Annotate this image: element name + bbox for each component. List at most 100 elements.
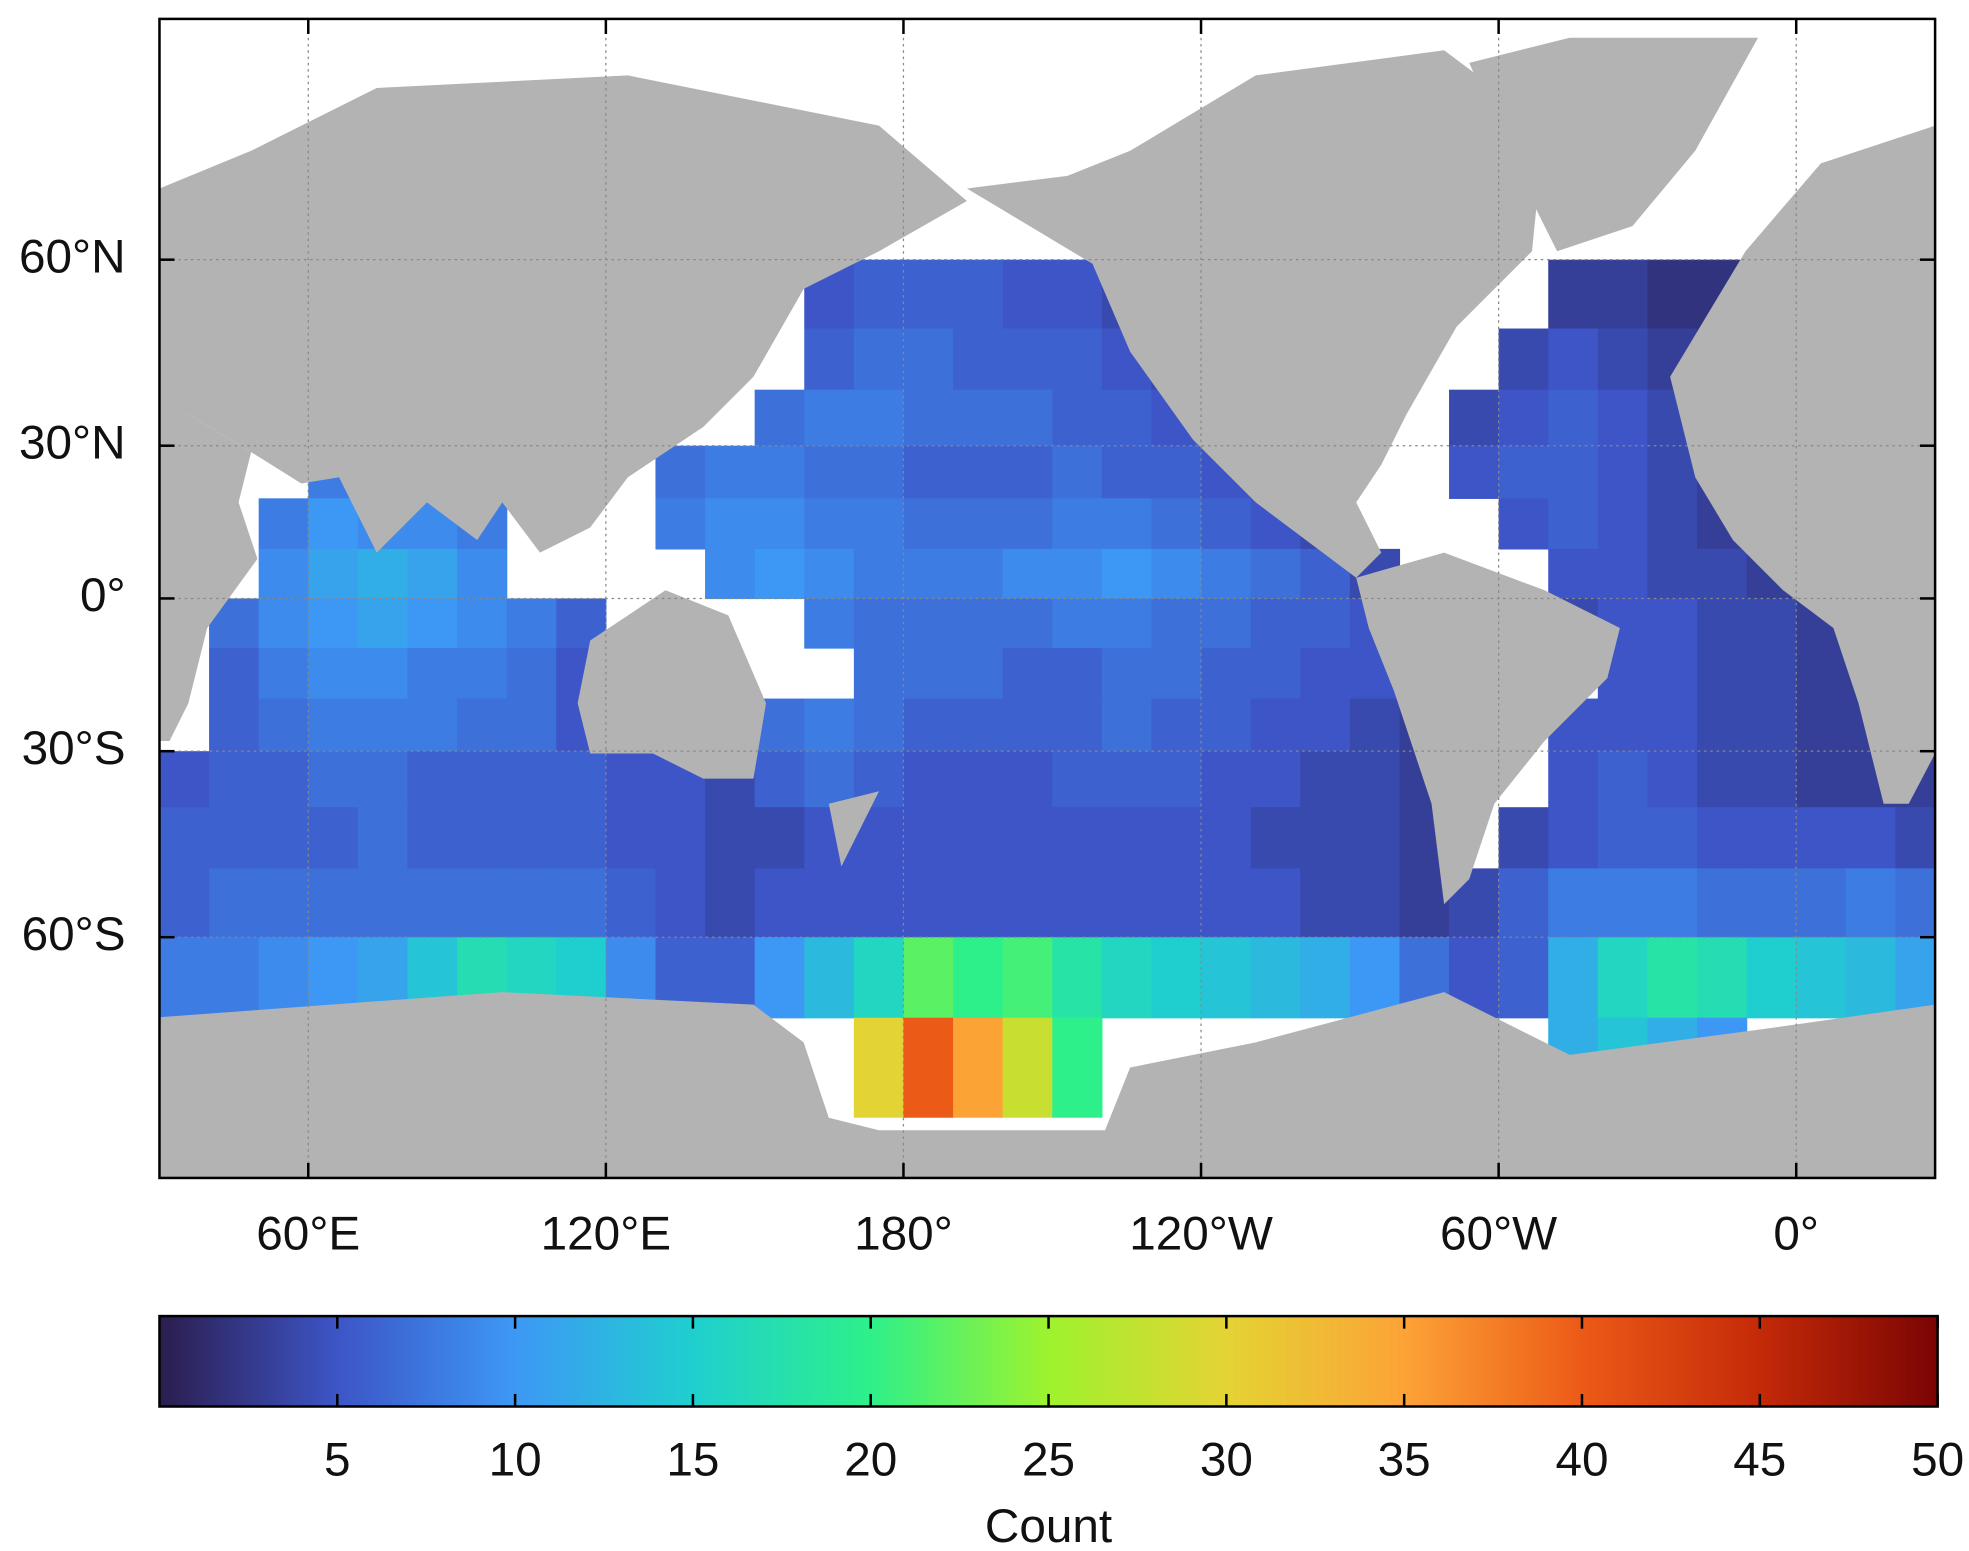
heatmap-cell <box>1250 598 1301 649</box>
heatmap-cell <box>804 598 855 649</box>
heatmap-cell <box>1647 445 1698 499</box>
heatmap-cell <box>159 807 210 869</box>
heatmap-cell <box>308 548 359 600</box>
heatmap-cell <box>1201 868 1252 938</box>
heatmap-cell <box>1201 498 1252 550</box>
heatmap-cell <box>1498 807 1549 869</box>
heatmap-cell <box>1002 598 1053 649</box>
heatmap-cell <box>1349 751 1401 808</box>
y-tick-label: 60°N <box>19 230 126 283</box>
heatmap-cell <box>1796 698 1847 752</box>
australia <box>577 590 767 779</box>
heatmap-cell <box>1597 937 1649 1019</box>
heatmap-cell <box>1002 751 1053 808</box>
heatmap-cell <box>853 498 905 550</box>
heatmap-cell <box>1052 751 1103 808</box>
heatmap-cell <box>1250 751 1301 808</box>
heatmap-cell <box>1052 259 1103 330</box>
heatmap-cell <box>1597 698 1649 752</box>
heatmap-cell <box>1746 598 1797 649</box>
heatmap-cell <box>1895 807 1936 869</box>
heatmap-cell <box>1151 548 1202 600</box>
heatmap-cell <box>1250 868 1301 938</box>
heatmap-cell <box>1151 698 1202 752</box>
heatmap-cell <box>1151 598 1202 649</box>
colorbar-tick-label: 30 <box>1200 1434 1253 1487</box>
heatmap-cell <box>705 548 756 600</box>
heatmap-cell <box>1201 548 1252 600</box>
heatmap-cell <box>1597 807 1649 869</box>
heatmap-cell <box>258 698 309 752</box>
heatmap-cell <box>407 698 458 752</box>
heatmap-cell <box>903 868 954 938</box>
heatmap-cell <box>804 445 855 499</box>
heatmap-cell <box>903 751 954 808</box>
colorbar-tick-label: 50 <box>1911 1434 1964 1487</box>
heatmap-cell <box>1548 937 1599 1019</box>
heatmap-cell <box>1746 648 1797 700</box>
colorbar-tick-label: 20 <box>844 1434 897 1487</box>
heatmap-cell <box>953 498 1004 550</box>
heatmap-cell <box>1697 548 1748 600</box>
heatmap-cell <box>804 698 855 752</box>
heatmap-cell <box>209 937 260 1019</box>
heatmap-cell <box>407 548 458 600</box>
colorbar-tick-label: 5 <box>324 1434 351 1487</box>
heatmap-cell <box>1647 807 1698 869</box>
heatmap-cell <box>1201 698 1252 752</box>
heatmap-cell <box>1845 868 1897 938</box>
heatmap-cell <box>1845 807 1897 869</box>
heatmap-cell <box>1002 937 1053 1019</box>
heatmap-cell <box>754 868 805 938</box>
heatmap-cell <box>1002 648 1053 700</box>
heatmap-cell <box>754 548 805 600</box>
heatmap-cell <box>159 868 210 938</box>
heatmap-cell <box>159 751 210 808</box>
heatmap-cell <box>1647 868 1698 938</box>
heatmap-cell <box>1002 389 1053 447</box>
heatmap-cell <box>655 868 706 938</box>
heatmap-cell <box>853 598 905 649</box>
heatmap-cell <box>903 445 954 499</box>
eurasia <box>159 75 967 553</box>
heatmap-cell <box>209 751 260 808</box>
colorbar-tick-label: 35 <box>1378 1434 1431 1487</box>
heatmap-cell <box>754 807 805 869</box>
heatmap-cell <box>308 751 359 808</box>
heatmap-cell <box>804 328 855 391</box>
heatmap-cell <box>1697 868 1748 938</box>
heatmap-cell <box>705 498 756 550</box>
heatmap-cell <box>556 807 607 869</box>
heatmap-cell <box>1300 648 1351 700</box>
heatmap-cell <box>853 259 905 330</box>
heatmap-cell <box>209 698 260 752</box>
heatmap-cell <box>258 807 309 869</box>
heatmap-cell <box>1697 598 1748 649</box>
heatmap-cell <box>953 807 1004 869</box>
heatmap-cell <box>1300 868 1351 938</box>
heatmap-cell <box>1052 648 1103 700</box>
heatmap-cell <box>506 698 557 752</box>
heatmap-cell <box>258 937 309 1019</box>
heatmap-cell <box>457 751 508 808</box>
heatmap-cell <box>1647 548 1698 600</box>
heatmap-cell <box>1697 648 1748 700</box>
heatmap-cell <box>1597 389 1649 447</box>
heatmap-cell <box>1151 807 1202 869</box>
heatmap-cell <box>903 648 954 700</box>
axes: 60°E 120°E 180° 120°W 60°W 0° 60°N 30°N 0° 30°S 60… <box>19 18 1936 1261</box>
heatmap-cell <box>357 868 409 938</box>
colorbar-tick-label: 25 <box>1022 1434 1075 1487</box>
heatmap-cell <box>903 807 954 869</box>
heatmap-cell <box>258 648 309 700</box>
heatmap-cell <box>506 868 557 938</box>
heatmap-cell <box>903 937 954 1019</box>
heatmap-cell <box>1597 548 1649 600</box>
heatmap-cell <box>308 698 359 752</box>
colorbar-tick-label: 10 <box>489 1434 542 1487</box>
heatmap-cell <box>1548 389 1599 447</box>
heatmap-cell <box>407 751 458 808</box>
heatmap-cell <box>953 937 1004 1019</box>
heatmap-cell <box>1052 937 1103 1019</box>
colorbar-label: Count <box>985 1500 1112 1551</box>
